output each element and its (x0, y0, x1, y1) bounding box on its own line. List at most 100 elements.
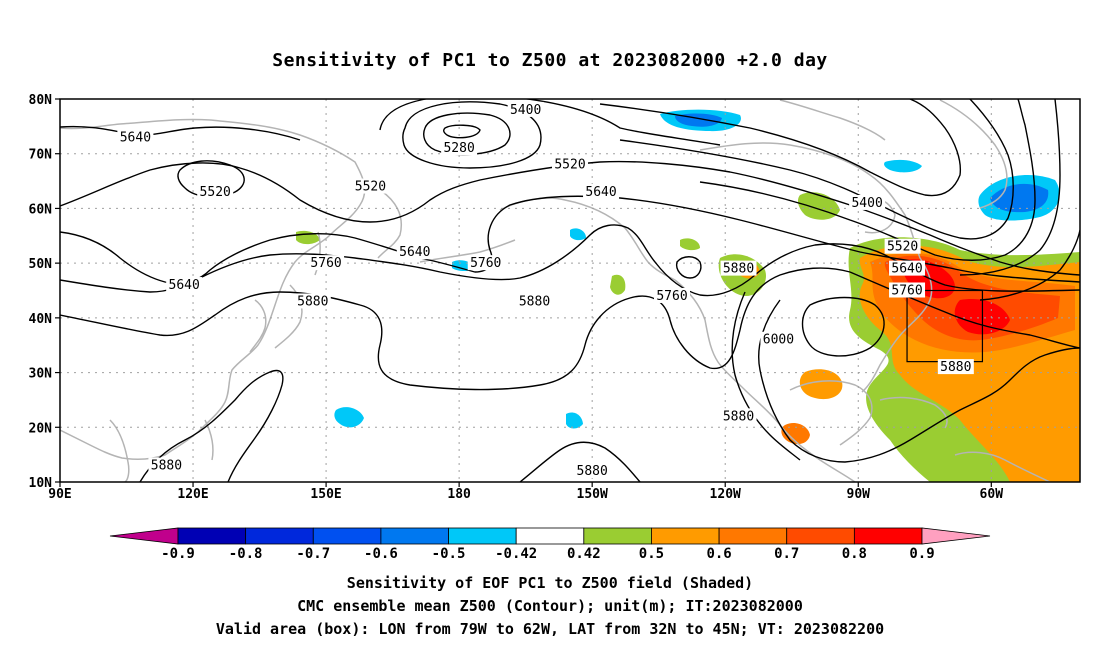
colorbar-label: -0.42 (495, 546, 537, 562)
contour-5880-west (60, 267, 851, 391)
colorbar-label: -0.6 (364, 546, 398, 562)
shade-negative-canada (884, 159, 922, 173)
colorbar-swatch (651, 527, 720, 545)
contour-5280-low (443, 124, 481, 139)
colorbar-label: 0.7 (774, 546, 799, 562)
contour-label-bg (849, 194, 886, 210)
colorbar (109, 527, 991, 545)
contour-label: 5760 (656, 289, 687, 304)
contour-label: 5880 (577, 464, 608, 479)
caption-valid-area: Valid area (box): LON from 79W to 62W, L… (215, 620, 885, 638)
lon-label: 90E (48, 487, 71, 502)
colorbar-label: -0.5 (432, 546, 466, 562)
contour-5880-south-na (758, 299, 1080, 463)
contour-label: 5640 (169, 278, 200, 293)
contour-label: 5760 (310, 256, 341, 271)
contour-label-bg (197, 184, 234, 200)
contour-60n (60, 160, 1080, 276)
contour-label-bg (516, 293, 553, 309)
contour-label-bg (889, 282, 926, 298)
contour-label: 5880 (723, 262, 754, 277)
lat-label: 80N (29, 93, 53, 108)
colorbar-label: 0.8 (842, 546, 867, 562)
lon-label: 180 (447, 487, 471, 502)
map-frame (59, 98, 1081, 483)
contour-label: 5520 (887, 240, 918, 255)
contour-label-bg (552, 156, 588, 172)
contour-label: 5400 (510, 103, 541, 118)
shade-negative-pacific2 (566, 412, 583, 429)
lon-label: 150E (310, 487, 341, 502)
colorbar-labels: -0.9 -0.8 -0.7 -0.6 -0.5 -0.42 0.42 0.5 0.6 0.7 0.… (161, 546, 935, 562)
contour-label: 5400 (851, 196, 882, 211)
coast-philippines (204, 419, 214, 461)
lon-label: 150W (577, 487, 608, 502)
colorbar-swatch (177, 527, 247, 545)
colorbar-max-arrow (921, 527, 991, 545)
caption-contour: CMC ensemble mean Z500 (Contour); unit(m… (297, 597, 803, 615)
lon-label: 120W (710, 487, 741, 502)
lat-label: 60N (29, 202, 53, 217)
lon-label: 90W (847, 487, 871, 502)
lon-label: 60W (980, 487, 1004, 502)
contour-5880-pacific-south (519, 441, 641, 482)
coast-na-east (861, 257, 933, 393)
coast-korea (249, 299, 267, 353)
map-title: Sensitivity of PC1 to Z500 at 2023082000… (272, 50, 828, 71)
axis-ticks (55, 98, 992, 487)
coast-caribbean (879, 396, 948, 429)
contour-label-bg (889, 260, 926, 276)
lat-label: 30N (29, 367, 53, 382)
lat-label: 40N (29, 312, 53, 327)
lat-label: 50N (29, 257, 53, 272)
contour-label: 5520 (355, 180, 386, 195)
shade-positive-gulf (799, 369, 843, 400)
colorbar-min-arrow (109, 527, 179, 545)
coast-na-west (674, 279, 856, 482)
contour-label: 5880 (519, 294, 550, 309)
colorbar-label: -0.8 (229, 546, 263, 562)
contour-label-bg (441, 140, 478, 156)
contour-label-bg (720, 408, 757, 424)
contour-5520-loop (177, 160, 245, 198)
contour-label-bg (654, 287, 690, 303)
contour-label-bg (148, 457, 185, 473)
colorbar-swatch (380, 527, 449, 545)
contour-5640-top (60, 125, 301, 141)
colorbar-swatch (718, 527, 788, 545)
contour-5760 (60, 224, 1080, 297)
lon-label: 120E (177, 487, 208, 502)
coast-indochina (109, 419, 130, 482)
shade-positive-small4 (610, 274, 626, 295)
contour-label-bg (294, 293, 331, 309)
colorbar-label: -0.9 (161, 546, 195, 562)
latitude-labels: 80N 70N 60N 50N 40N 30N 20N 10N (29, 93, 53, 491)
colorbar-swatch (583, 527, 652, 545)
colorbar-swatch (515, 527, 585, 545)
coast-alaska (499, 197, 676, 281)
contour-label: 5880 (723, 409, 754, 424)
contour-5520-canada (619, 99, 1014, 240)
contour-label: 6000 (763, 333, 794, 348)
contour-label: 5760 (470, 256, 501, 271)
contour-label-bg (396, 244, 433, 260)
contour-5520-ring (379, 99, 721, 146)
contour-label-bg (467, 255, 504, 271)
longitude-labels: 90E 120E 150E 180 150W 120W 90W 60W (48, 487, 1003, 502)
colorbar-swatch (448, 527, 517, 545)
colorbar-swatch (786, 527, 855, 545)
coast-aleutians (419, 239, 516, 263)
contour-5880-asia-south (139, 369, 284, 482)
colorbar-swatch (245, 527, 314, 545)
contour-label: 5640 (120, 130, 151, 145)
shade-positive-small6 (680, 238, 700, 251)
shade-negative-pacific1 (334, 407, 364, 428)
contour-label: 5760 (891, 284, 922, 299)
contour-label-bg (937, 359, 974, 375)
lat-label: 20N (29, 421, 53, 436)
contour-label-bg (117, 129, 154, 145)
contour-label: 5880 (297, 294, 328, 309)
contour-label-bg (574, 463, 611, 479)
